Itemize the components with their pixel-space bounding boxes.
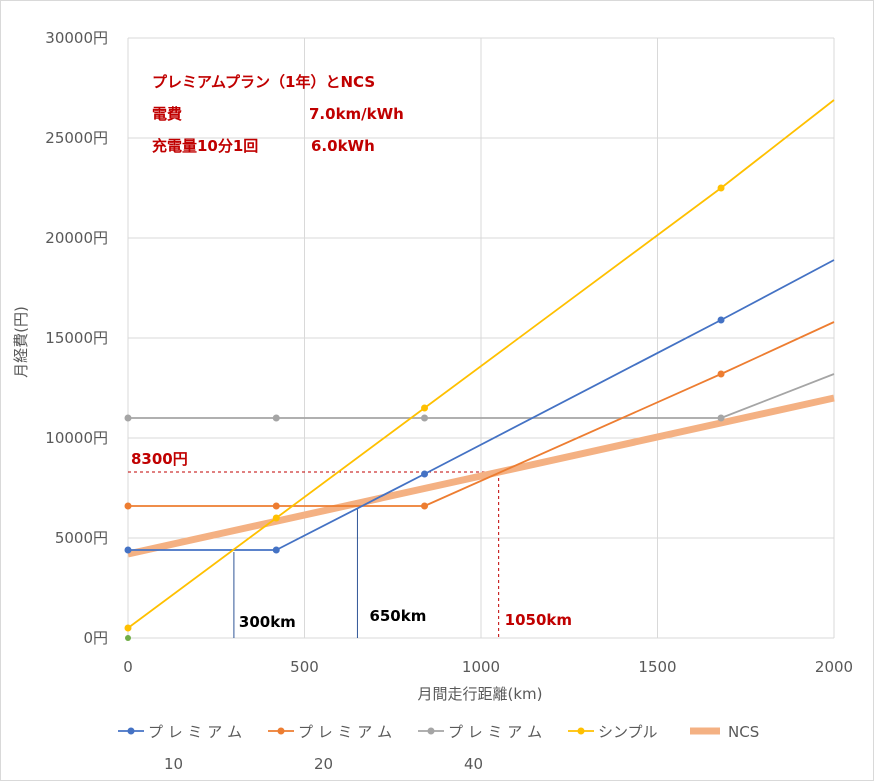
y-tick-label: 20000円 [45,229,108,247]
legend-swatch-marker [427,727,435,735]
legend-label-suffix: 10 [164,755,183,773]
note-label: 充電量10分1回 [152,137,258,155]
note-value: 7.0km/kWh [309,105,404,123]
data-point [124,546,132,554]
note-value: 6.0kWh [311,137,375,155]
guide-lines [128,471,500,638]
data-point [717,370,725,378]
y-tick-label: 30000円 [45,29,108,47]
x-tick-label: 1500 [638,658,676,676]
data-point [421,502,429,510]
note-label: 電費 [152,105,182,123]
legend-item: プ レ ミ ア ム 40 [418,723,542,773]
legend-label: シンプル [598,723,658,741]
data-point [421,404,429,412]
legend-label-suffix: 40 [464,755,483,773]
data-point [124,414,132,422]
y-tick-label: 25000円 [45,129,108,147]
grid [127,37,835,639]
series-group [124,99,835,641]
data-point [272,414,280,422]
data-point [421,470,429,478]
x-axis-title: 月間走行距離(km) [417,685,542,703]
annotations: 300km 650km 1050km 8300円 [131,450,572,631]
tick-labels: 0円 5000円 10000円 15000円 20000円 25000円 30000円 0 50… [45,29,853,676]
annotation-label: 300km [239,613,296,631]
x-tick-label: 1000 [462,658,500,676]
data-point [272,546,280,554]
data-point [124,502,132,510]
legend-item: NCS [690,723,759,741]
data-point [717,414,725,422]
annotation-label: 1050km [505,611,572,629]
data-point [272,514,280,522]
y-tick-label: 5000円 [55,529,108,547]
x-tick-label: 2000 [815,658,853,676]
data-point [717,316,725,324]
legend: プ レ ミ ア ム 10 プ レ ミ ア ム 20 プ レ ミ ア ム 40 シンプル NCS [118,723,759,773]
y-tick-label: 0円 [83,629,108,647]
data-point [421,414,429,422]
series-line-5 [127,394,835,558]
x-tick-label: 0 [123,658,133,676]
legend-label: プ レ ミ ア ム [448,723,542,741]
x-tick-label: 500 [290,658,319,676]
data-point [717,184,725,192]
legend-label: プ レ ミ ア ム [298,723,392,741]
legend-label-suffix: 20 [314,755,333,773]
legend-swatch-marker [577,727,585,735]
origin-point [125,635,131,641]
annotation-label: 8300円 [131,450,188,468]
data-point [124,624,132,632]
y-tick-label: 10000円 [45,429,108,447]
legend-swatch-marker [277,727,285,735]
legend-item: プ レ ミ ア ム 20 [268,723,392,773]
y-tick-label: 15000円 [45,329,108,347]
annotation-label: 650km [369,607,426,625]
legend-swatch-marker [127,727,135,735]
y-axis-title: 月経費(円) [12,306,30,378]
legend-item: シンプル [568,723,658,741]
legend-label: NCS [728,723,759,741]
legend-item: プ レ ミ ア ム 10 [118,723,242,773]
data-point [272,502,280,510]
legend-label: プ レ ミ ア ム [148,723,242,741]
notes-box: プレミアムプラン（1年）とNCS 電費 7.0km/kWh 充電量10分1回 6.0kW… [152,73,404,155]
note-label: プレミアムプラン（1年）とNCS [152,73,375,91]
